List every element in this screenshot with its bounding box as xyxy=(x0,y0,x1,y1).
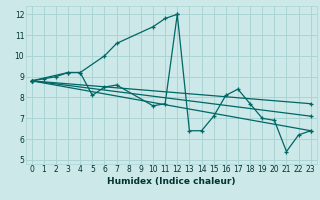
X-axis label: Humidex (Indice chaleur): Humidex (Indice chaleur) xyxy=(107,177,236,186)
